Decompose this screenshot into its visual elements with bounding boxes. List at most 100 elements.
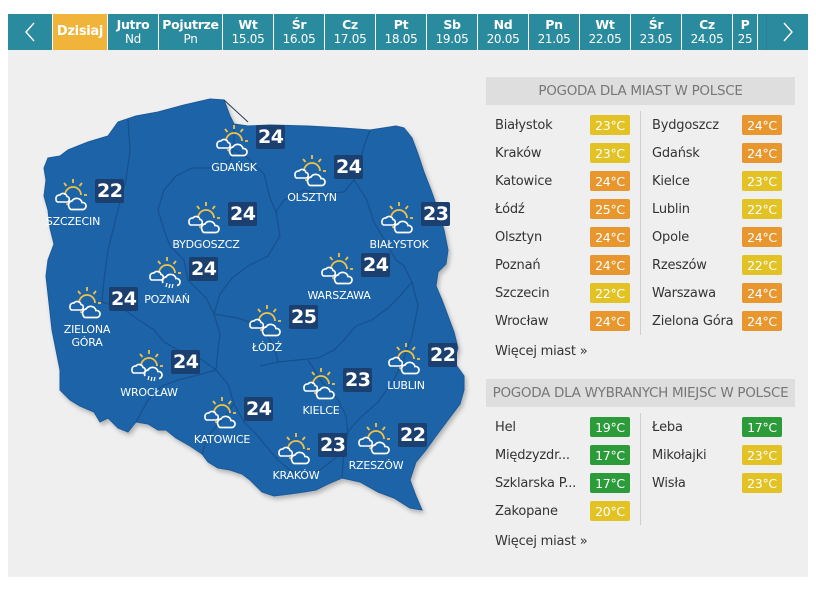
sun-cloud-icon — [378, 200, 418, 234]
city-weather-row[interactable]: Wrocław 24°C — [495, 307, 640, 335]
day-tab[interactable]: Jutro Nd — [108, 14, 159, 50]
temperature-badge: 23°C — [590, 143, 630, 163]
city-weather-row[interactable]: Rzeszów 22°C — [652, 251, 794, 279]
city-name[interactable]: Zakopane — [495, 503, 558, 519]
map-temp-badge: 25 — [289, 305, 319, 329]
day-tab-date: 24.05 — [690, 32, 724, 46]
temperature-badge: 25°C — [590, 199, 630, 219]
city-weather-row[interactable]: Łeba 17°C — [652, 413, 794, 441]
city-weather-row[interactable]: Opole 24°C — [652, 223, 794, 251]
city-name[interactable]: Łódź — [495, 201, 525, 217]
temperature-badge: 17°C — [590, 445, 630, 465]
day-tab[interactable]: Pojutrze Pn — [159, 14, 223, 50]
city-weather-row[interactable]: Szczecin 22°C — [495, 279, 640, 307]
city-name[interactable]: Olsztyn — [495, 229, 543, 245]
city-weather-row[interactable]: Lublin 22°C — [652, 195, 794, 223]
city-name[interactable]: Opole — [652, 229, 690, 245]
previous-days-button[interactable] — [8, 14, 53, 50]
poland-map-shape — [43, 98, 465, 511]
day-tab-name: Pn — [545, 17, 563, 32]
map-temp-badge: 22 — [398, 423, 428, 447]
temperature-badge: 22°C — [590, 283, 630, 303]
day-tab[interactable]: Cz 24.05 — [682, 14, 733, 50]
city-weather-row[interactable]: Katowice 24°C — [495, 167, 640, 195]
day-tab[interactable]: P 25 — [733, 14, 758, 50]
day-tab[interactable]: Pn 21.05 — [529, 14, 580, 50]
poland-weather-map: 24 GDAŃSK 24 OLSZTYN 22 SZCZECIN 24 BYDGOSZCZ 23… — [8, 50, 483, 577]
places-grid: Hel 19°C Międzyzdr... 17°C Szklarska P... 17°… — [486, 413, 795, 525]
cities-grid: Białystok 23°C Kraków 23°C Katowice 24°C Łódź 2… — [486, 111, 795, 335]
city-name[interactable]: Wrocław — [495, 313, 549, 329]
city-name[interactable]: Szczecin — [495, 285, 550, 301]
city-name[interactable]: Kielce — [652, 173, 690, 189]
city-weather-row[interactable]: Kielce 23°C — [652, 167, 794, 195]
city-name[interactable]: Rzeszów — [652, 257, 707, 273]
more-places-link[interactable]: Więcej miast » — [495, 534, 588, 549]
temperature-badge: 23°C — [742, 473, 782, 493]
city-weather-row[interactable]: Poznań 24°C — [495, 251, 640, 279]
city-weather-row[interactable]: Szklarska P... 17°C — [495, 469, 640, 497]
city-name[interactable]: Bydgoszcz — [652, 117, 719, 133]
city-name[interactable]: Łeba — [652, 419, 683, 435]
city-name[interactable]: Poznań — [495, 257, 541, 273]
map-city-label: WARSZAWA — [307, 289, 371, 302]
temperature-badge: 24°C — [742, 311, 782, 331]
weather-panel: 24 GDAŃSK 24 OLSZTYN 22 SZCZECIN 24 BYDGOSZCZ 23… — [8, 50, 808, 577]
city-name[interactable]: Kraków — [495, 145, 542, 161]
city-weather-row[interactable]: Mikołajki 23°C — [652, 441, 794, 469]
day-tab[interactable]: Cz 17.05 — [325, 14, 376, 50]
day-tab-name: Wt — [238, 17, 258, 32]
day-tab[interactable]: Wt 22.05 — [580, 14, 631, 50]
day-tab[interactable]: Sb 19.05 — [427, 14, 478, 50]
day-tab[interactable]: Śr 23.05 — [631, 14, 682, 50]
more-cities-link[interactable]: Więcej miast » — [495, 344, 588, 359]
temperature-badge: 22°C — [742, 255, 782, 275]
sun-cloud-icon — [213, 123, 253, 157]
city-name[interactable]: Hel — [495, 419, 516, 435]
city-name[interactable]: Katowice — [495, 173, 553, 189]
city-weather-row[interactable]: Kraków 23°C — [495, 139, 640, 167]
temperature-badge: 23°C — [742, 445, 782, 465]
map-temp-badge: 22 — [428, 343, 458, 367]
city-name[interactable]: Międzyzdr... — [495, 447, 570, 463]
city-name[interactable]: Wisła — [652, 475, 686, 491]
city-name[interactable]: Gdańsk — [652, 145, 700, 161]
city-weather-row[interactable]: Międzyzdr... 17°C — [495, 441, 640, 469]
city-name[interactable]: Białystok — [495, 117, 553, 133]
day-tab[interactable]: Śr 16.05 — [274, 14, 325, 50]
city-weather-row[interactable]: Zakopane 20°C — [495, 497, 640, 525]
city-name[interactable]: Szklarska P... — [495, 475, 577, 491]
city-weather-row[interactable]: Olsztyn 24°C — [495, 223, 640, 251]
sun-storm-icon — [146, 255, 186, 289]
city-weather-row[interactable]: Łódź 25°C — [495, 195, 640, 223]
places-section-title: POGODA DLA WYBRANYCH MIEJSC W POLSCE — [486, 379, 795, 407]
city-weather-row[interactable]: Bydgoszcz 24°C — [652, 111, 794, 139]
day-tab-name: Dzisiaj — [56, 24, 104, 39]
temperature-badge: 24°C — [742, 143, 782, 163]
day-tab[interactable]: Nd 20.05 — [478, 14, 529, 50]
map-temp-badge: 24 — [228, 202, 258, 226]
day-tab-date: 23.05 — [639, 32, 673, 46]
map-city-label: ZIELONA GÓRA — [63, 323, 111, 349]
sun-cloud-icon — [52, 177, 92, 211]
city-weather-row[interactable]: Hel 19°C — [495, 413, 640, 441]
sun-cloud-icon — [66, 285, 106, 319]
city-weather-row[interactable]: Wisła 23°C — [652, 469, 794, 497]
city-weather-row[interactable]: Warszawa 24°C — [652, 279, 794, 307]
day-tab[interactable]: Dzisiaj — [53, 14, 108, 50]
city-weather-row[interactable]: Zielona Góra 24°C — [652, 307, 794, 335]
day-tab[interactable]: Wt 15.05 — [223, 14, 274, 50]
day-tab[interactable]: Pt 18.05 — [376, 14, 427, 50]
temperature-badge: 24°C — [590, 255, 630, 275]
sun-cloud-icon — [385, 341, 425, 375]
map-city-label: RZESZÓW — [348, 459, 404, 472]
city-name[interactable]: Zielona Góra — [652, 313, 734, 329]
day-tab-name: Sb — [443, 17, 461, 32]
next-days-button[interactable] — [766, 14, 808, 50]
city-name[interactable]: Lublin — [652, 201, 690, 217]
day-tab-name: Jutro — [116, 17, 150, 32]
city-weather-row[interactable]: Gdańsk 24°C — [652, 139, 794, 167]
city-weather-row[interactable]: Białystok 23°C — [495, 111, 640, 139]
city-name[interactable]: Mikołajki — [652, 447, 707, 463]
city-name[interactable]: Warszawa — [652, 285, 716, 301]
